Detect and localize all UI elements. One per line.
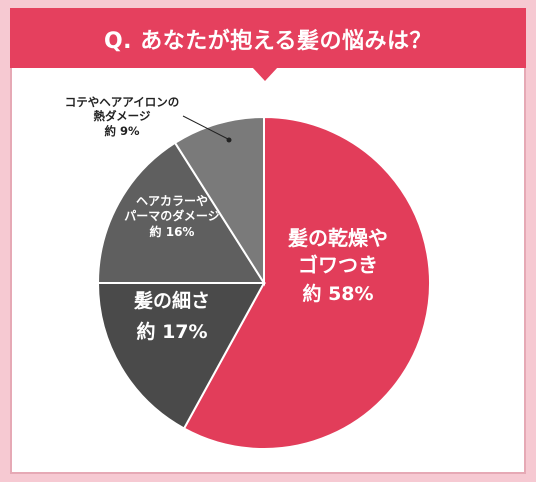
question-banner: Q. あなたが抱える髪の悩みは？	[10, 8, 526, 68]
pie-slice-2	[96, 282, 266, 430]
pie-slice-3	[96, 141, 266, 284]
pie-slice-4	[173, 115, 265, 287]
slice-label-text: ゴワつき	[298, 253, 378, 277]
slice-value-label: 約 58%	[302, 282, 373, 305]
slice-label-text: パーマのダメージ	[124, 208, 219, 223]
slice-label-text: ヘアカラーや	[136, 194, 208, 208]
pie-slice-1	[182, 115, 431, 450]
slice-value-label: 約 16%	[150, 224, 195, 239]
slice-label-text: コテやヘアアイロンの	[65, 95, 179, 109]
leader-line	[182, 115, 229, 140]
banner-pointer	[252, 67, 278, 81]
slice-label-text: 髪の細さ	[133, 289, 210, 312]
question-title: Q. あなたが抱える髪の悩みは？	[103, 29, 433, 54]
slice-label-text: 熱ダメージ	[94, 109, 151, 123]
slice-value-label: 約 9%	[104, 124, 140, 138]
slice-label-text: 髪の乾燥や	[287, 226, 388, 250]
leader-dot	[226, 137, 232, 143]
slice-value-label: 約 17%	[136, 320, 207, 343]
